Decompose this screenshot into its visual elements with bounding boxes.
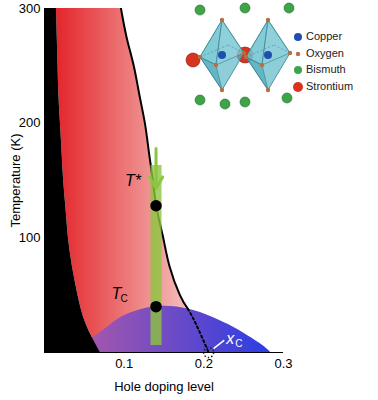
- svg-text:C: C: [120, 293, 127, 304]
- svg-text:Hole doping level: Hole doping level: [114, 379, 214, 394]
- svg-text:C: C: [235, 338, 242, 349]
- svg-text:Bismuth: Bismuth: [306, 63, 346, 75]
- svg-text:Copper: Copper: [306, 30, 342, 42]
- svg-text:300: 300: [19, 1, 41, 16]
- svg-text:Strontium: Strontium: [306, 80, 353, 92]
- svg-text:200: 200: [19, 115, 41, 130]
- svg-text:T*: T*: [125, 172, 142, 189]
- svg-text:0.2: 0.2: [195, 356, 213, 371]
- svg-text:0.1: 0.1: [115, 356, 133, 371]
- svg-text:Oxygen: Oxygen: [306, 47, 344, 59]
- svg-text:T: T: [111, 285, 122, 303]
- svg-text:x: x: [225, 330, 235, 347]
- svg-text:0.3: 0.3: [274, 356, 292, 371]
- svg-text:100: 100: [19, 230, 41, 245]
- svg-text:Temperature (K): Temperature (K): [8, 134, 23, 228]
